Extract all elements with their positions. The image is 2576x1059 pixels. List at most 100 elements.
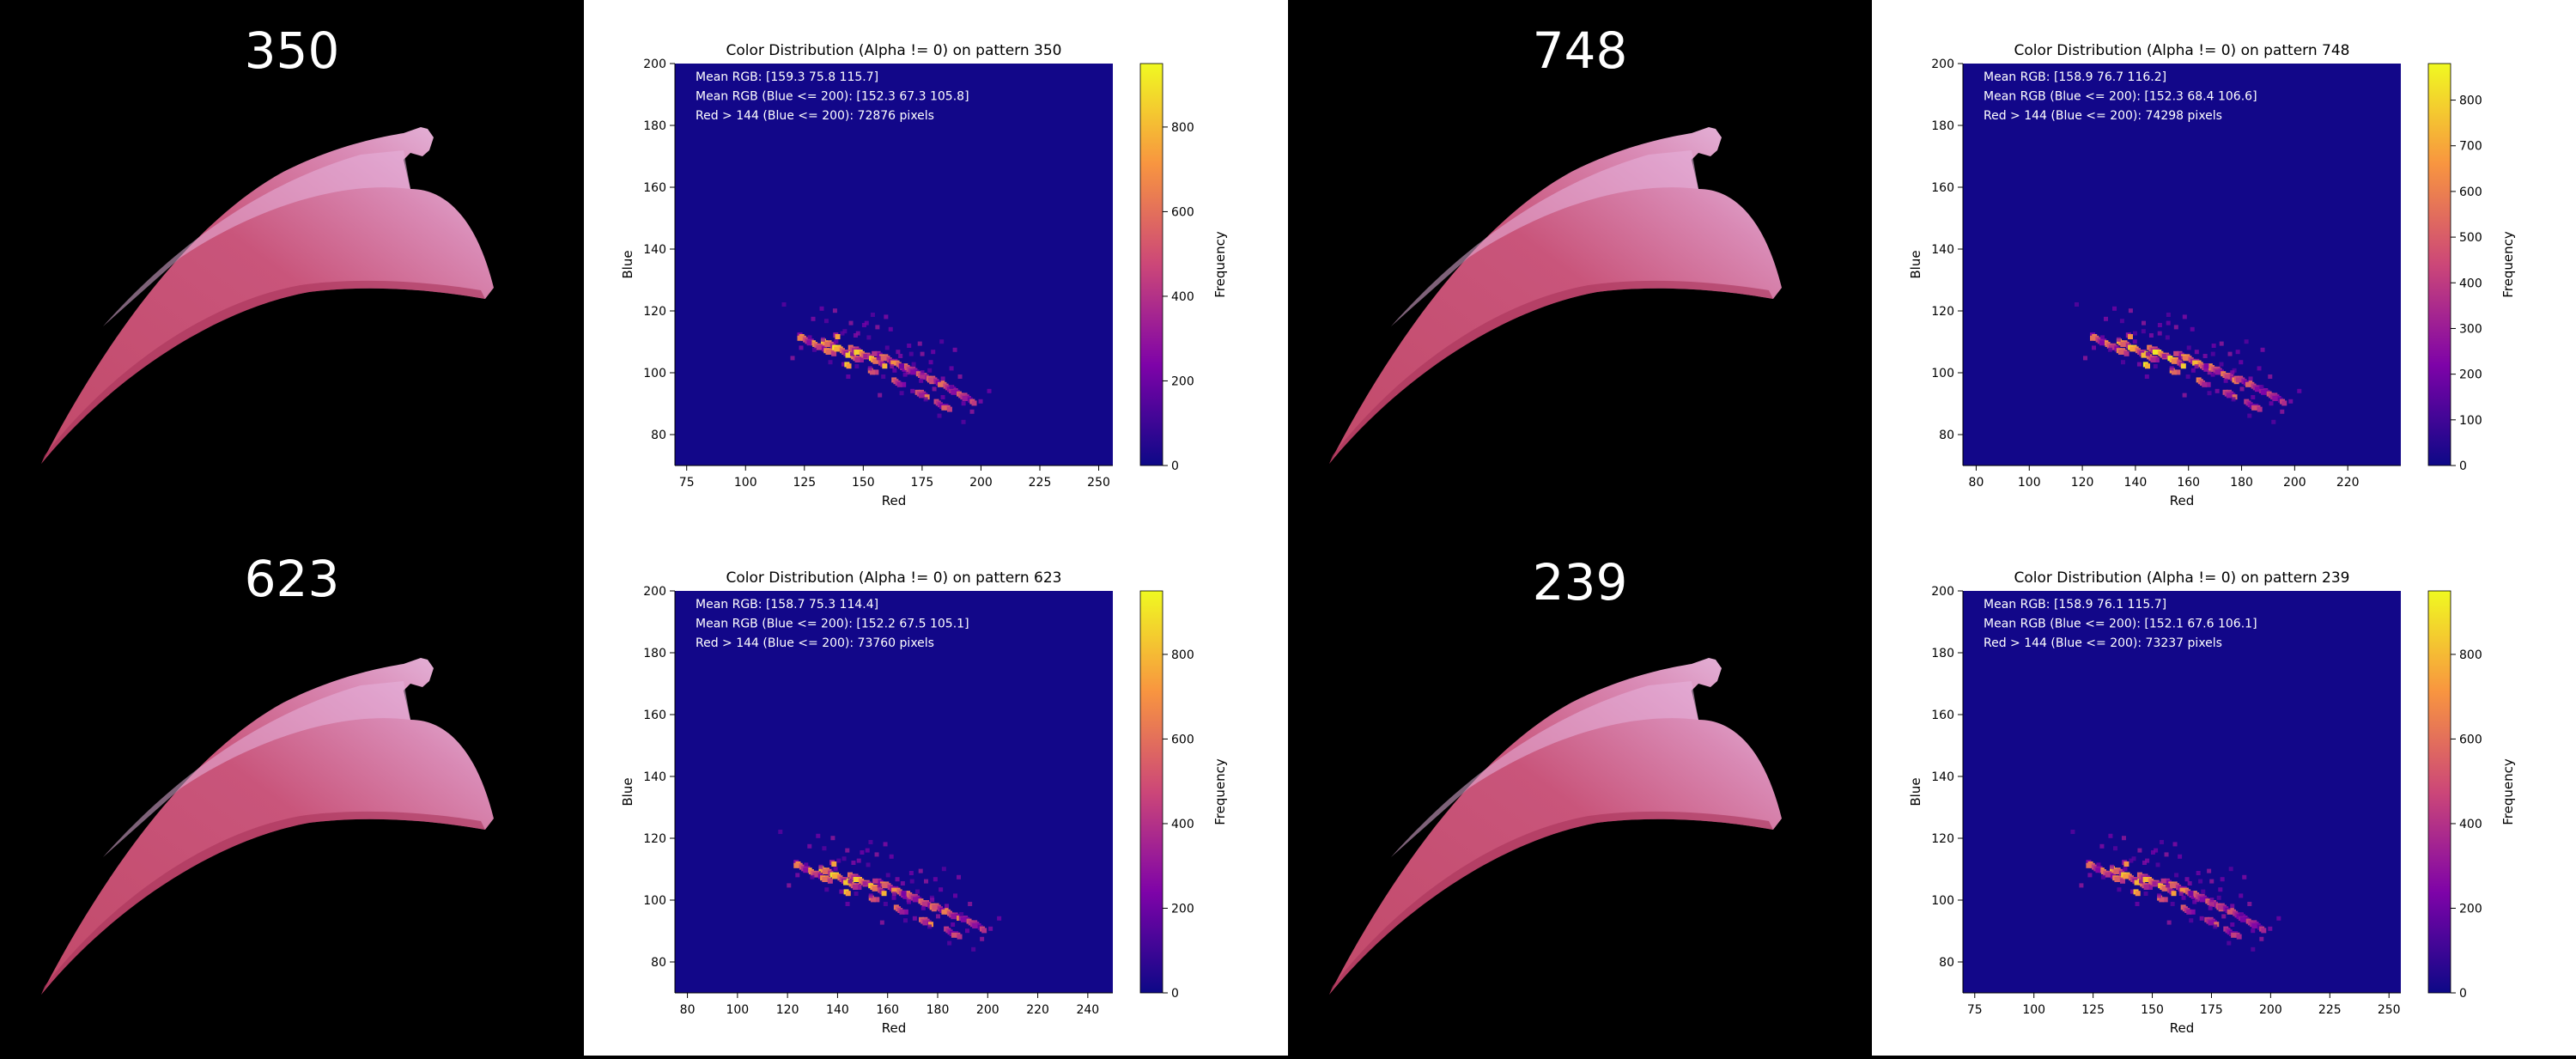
x-tick-label: 100	[2022, 1003, 2045, 1017]
heatmap-cell	[2133, 331, 2137, 336]
colorbar-gradient	[2427, 63, 2451, 466]
heatmap-cells	[2070, 830, 2281, 952]
heatmap-cell	[2211, 344, 2216, 348]
annotation-text: Red > 144 (Blue <= 200): 74298 pixels	[1984, 109, 2222, 123]
heatmap-cell	[2281, 400, 2287, 406]
heatmap-cell	[2107, 347, 2112, 352]
heatmap-cell	[2209, 898, 2215, 903]
heatmap-cell	[2178, 356, 2183, 361]
heatmap-cell	[971, 400, 977, 406]
heatmap-cell	[2232, 394, 2238, 400]
colorbar-tick-label: 800	[1171, 121, 1194, 135]
annotation-text: Mean RGB (Blue <= 200): [152.3 67.3 105.…	[696, 90, 969, 104]
y-tick-label: 80	[1939, 956, 1954, 970]
heatmap-cell	[2190, 893, 2196, 899]
x-tick-label: 225	[2318, 1003, 2342, 1017]
heatmap-cell	[2134, 879, 2140, 886]
heatmap-cell	[2280, 409, 2285, 414]
heatmap-cells	[778, 830, 1002, 952]
heatmap-cell	[2259, 936, 2264, 941]
colorbar-tick-label: 0	[1171, 460, 1179, 473]
heatmap-cell	[822, 846, 827, 851]
x-axis-label: Red	[2170, 1020, 2195, 1036]
colorbar-tick-label: 600	[2459, 733, 2482, 746]
y-tick-label: 160	[1931, 181, 1954, 195]
heatmap-cell	[2155, 862, 2160, 867]
heatmap-cell	[2244, 339, 2249, 344]
heatmap-cell	[2096, 862, 2101, 867]
heatmap-cell	[2203, 366, 2209, 372]
y-tick-label: 140	[643, 243, 666, 257]
heatmap-cell	[858, 357, 864, 362]
heatmap-cell	[868, 840, 873, 844]
heatmap-cell	[869, 369, 875, 375]
heatmap-cell	[874, 897, 880, 903]
heatmap-cell	[2268, 926, 2273, 931]
heatmap-cell	[843, 879, 849, 886]
x-axis: 75 100 125 150 175 200 225 250 Red	[1963, 992, 2401, 1036]
heatmap-cell	[2138, 879, 2143, 884]
heatmap-cell	[2261, 928, 2267, 934]
heatmap-cell	[920, 374, 926, 380]
heatmap-cell	[969, 409, 975, 414]
heatmap-cell	[848, 879, 853, 884]
heatmap-cell	[907, 899, 911, 904]
heatmap-cell	[2178, 854, 2183, 859]
colorbar-tick-label: 200	[2459, 368, 2482, 382]
heatmap-cell	[2109, 864, 2114, 869]
colorbar: 0 200 400 600 800 Frequency	[2427, 590, 2516, 1001]
heatmap-cell	[2194, 350, 2199, 355]
colorbar-tick-label: 400	[1171, 290, 1194, 304]
heatmap-cell	[2297, 388, 2302, 393]
x-axis-label: Red	[882, 1020, 907, 1036]
y-tick-label: 200	[643, 585, 666, 599]
heatmap-cell	[899, 909, 905, 915]
heatmap-cell	[2143, 892, 2148, 896]
heatmap-cell	[2095, 867, 2101, 873]
heatmap-cell	[947, 940, 952, 946]
annotation-text: Mean RGB: [158.9 76.1 115.7]	[1984, 598, 2166, 612]
y-tick-label: 100	[643, 367, 666, 380]
heatmap-cell	[787, 883, 792, 888]
heatmap-cell	[951, 914, 957, 920]
x-axis: 75 100 125 150 175 200 225 250 Red	[675, 465, 1113, 508]
heatmap-cell	[872, 886, 878, 892]
heatmap-cell	[987, 388, 992, 393]
heatmap-cell	[831, 873, 837, 879]
x-tick-label: 120	[2071, 476, 2094, 490]
blade-shape	[41, 127, 494, 464]
pattern-label: 623	[244, 550, 340, 608]
heatmap-cell	[2123, 350, 2129, 356]
heatmap-background	[675, 64, 1113, 466]
heatmap-cell	[908, 871, 914, 875]
heatmap-cell	[2180, 363, 2186, 369]
y-tick-label: 160	[643, 709, 666, 722]
heatmap-cell	[927, 924, 932, 929]
annotation-text: Mean RGB: [159.3 75.8 115.7]	[696, 70, 878, 84]
heatmap-cell	[959, 912, 964, 916]
colorbar-tick-label: 700	[2459, 140, 2482, 154]
heatmap-cell	[2268, 374, 2273, 379]
heatmap-cell	[2090, 335, 2095, 341]
heatmap-cell	[854, 364, 860, 368]
heatmap-cell	[2162, 897, 2168, 903]
heatmap-cell	[911, 362, 916, 367]
heatmap-chart: Color Distribution (Alpha != 0) on patte…	[620, 569, 1228, 1036]
y-tick-label: 180	[643, 647, 666, 660]
heatmap-cell	[898, 354, 903, 358]
heatmap-cell	[828, 360, 833, 365]
y-tick-label: 200	[1931, 585, 1954, 599]
heatmap-cell	[2173, 350, 2179, 356]
x-tick-label: 150	[2141, 1003, 2164, 1017]
heatmap-cell	[2254, 386, 2260, 393]
x-tick-label: 250	[2378, 1003, 2401, 1017]
heatmap-cell	[972, 923, 978, 928]
heatmap-cell	[862, 881, 867, 886]
heatmap-cell	[822, 877, 828, 882]
y-tick-label: 200	[643, 58, 666, 71]
heatmap-cell	[856, 858, 861, 863]
heatmap-cell	[2150, 850, 2155, 855]
heatmap-cell	[2170, 883, 2176, 889]
heatmap-cell	[2190, 368, 2196, 373]
chart-title: Color Distribution (Alpha != 0) on patte…	[726, 42, 1062, 59]
